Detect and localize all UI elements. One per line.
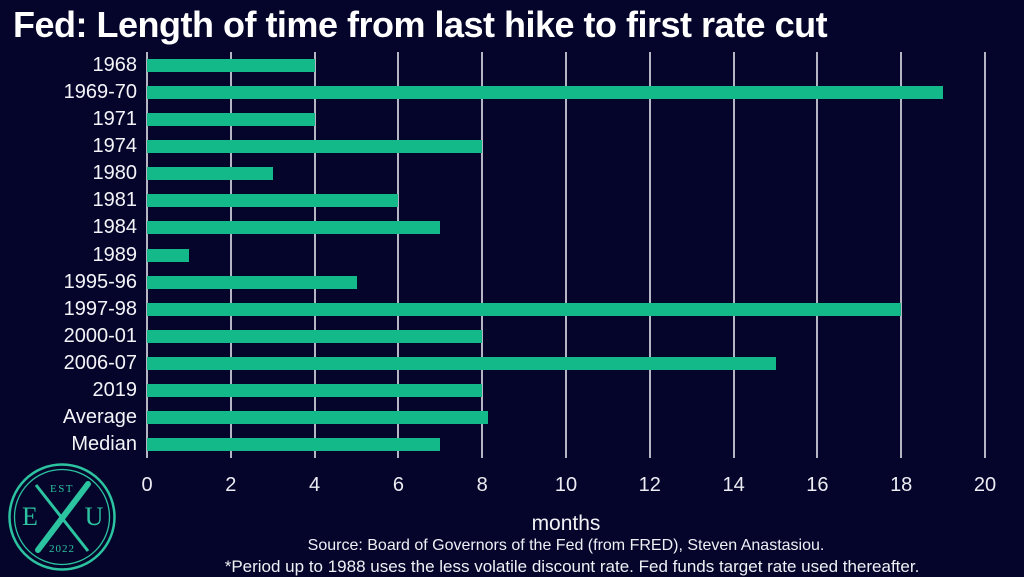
exu-logo: EST E U 2022 (8, 463, 116, 571)
x-tick-label-10: 10 (554, 474, 578, 496)
chart-title: Fed: Length of time from last hike to fi… (13, 4, 828, 45)
gridline-x-16 (816, 52, 819, 458)
y-label-1980: 1980 (92, 162, 138, 185)
bar-Median (147, 437, 441, 451)
x-axis-title: months (531, 512, 601, 535)
bar-1981 (147, 194, 399, 208)
x-tick-label-14: 14 (722, 474, 745, 496)
footnote-text: *Period up to 1988 uses the less volatil… (224, 557, 920, 576)
x-tick-label-20: 20 (973, 474, 997, 496)
bar-2000-01 (147, 329, 483, 343)
gridline-x-20 (984, 52, 986, 458)
y-label-1981: 1981 (92, 189, 138, 212)
gridline-x-6 (397, 52, 400, 458)
gridline-x-18 (900, 52, 903, 458)
x-tick-label-2: 2 (225, 474, 237, 496)
gridline-x-4 (313, 52, 316, 458)
bar-1997-98 (147, 302, 902, 316)
x-tick-label-16: 16 (806, 474, 829, 496)
x-tick-label-12: 12 (638, 474, 661, 496)
y-label-Average: Average (62, 405, 137, 428)
logo-x-pencil-stroke (35, 481, 91, 553)
bar-1980 (147, 167, 273, 181)
x-tick-label-6: 6 (392, 474, 404, 496)
bar-2019 (147, 383, 483, 397)
y-label-1974: 1974 (92, 135, 138, 158)
x-tick-label-0: 0 (141, 474, 153, 496)
x-tick-label-8: 8 (476, 474, 488, 496)
logo-year-label: 2022 (49, 543, 75, 555)
bar-1971 (147, 113, 315, 127)
x-tick-label-18: 18 (890, 474, 913, 496)
logo-letter-e: E (22, 502, 38, 531)
y-label-2006-07: 2006-07 (63, 351, 137, 374)
gridline-x-10 (565, 52, 567, 458)
x-tick-label-4: 4 (309, 474, 321, 496)
gridline-x-8 (481, 52, 484, 458)
bar-1995-96 (147, 275, 357, 289)
logo-letter-u: U (85, 502, 104, 531)
bar-1989 (147, 248, 189, 262)
bar-1969-70 (147, 86, 944, 100)
gridline-x-2 (229, 52, 232, 458)
bar-1968 (147, 59, 315, 73)
logo-outer-circle (8, 463, 116, 571)
y-label-1969-70: 1969-70 (63, 81, 137, 104)
y-label-1995-96: 1995-96 (63, 270, 137, 293)
y-label-1968: 1968 (92, 54, 138, 77)
bar-1974 (147, 140, 483, 154)
source-text: Source: Board of Governors of the Fed (f… (307, 537, 825, 554)
y-label-Median: Median (71, 432, 137, 455)
y-label-1997-98: 1997-98 (63, 297, 137, 320)
y-label-1971: 1971 (92, 108, 138, 131)
bar-2006-07 (147, 356, 776, 370)
y-label-2000-01: 2000-01 (63, 324, 137, 347)
gridline-x-12 (648, 52, 651, 458)
bar-1984 (147, 221, 441, 235)
gridline-x-14 (732, 52, 735, 458)
y-label-1984: 1984 (92, 216, 138, 239)
y-label-2019: 2019 (92, 378, 138, 401)
logo-inner-circle (13, 468, 111, 566)
bar-Average (147, 410, 489, 424)
logo-est-label: EST (50, 483, 74, 495)
y-label-1989: 1989 (92, 243, 138, 266)
